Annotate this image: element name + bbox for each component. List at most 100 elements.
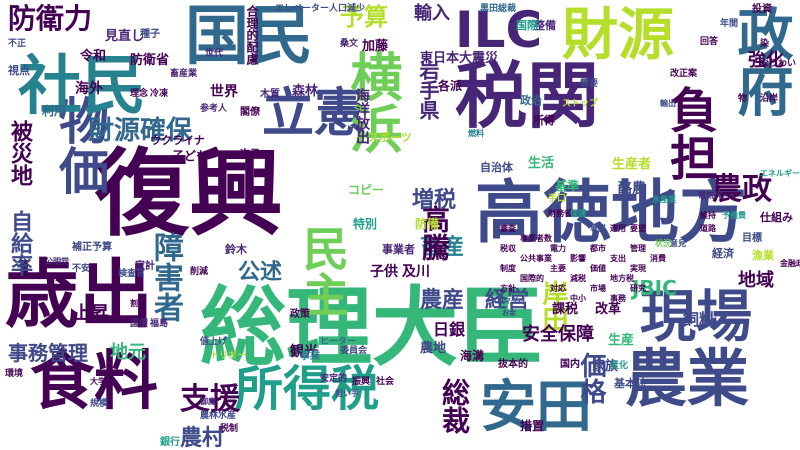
word: 保護 [570,209,586,218]
word: 都市 [590,244,606,253]
word: 農政 [712,172,772,207]
word: 道路 [700,224,716,233]
word: 不正 [8,39,27,49]
word: 国内 [560,359,580,370]
word: 国民 [185,0,313,74]
word: 減税 [570,274,586,283]
word: 農業 [625,342,750,415]
word: 子ども [172,149,209,163]
word: 強化 [748,50,784,71]
word: 補正予算 [72,242,112,253]
word: 需要 [580,79,599,89]
word: ILC [455,1,543,59]
word: 見直し [105,29,145,44]
word: 地方税 [610,274,634,283]
word: エレベーター人口減少 [275,4,366,14]
word: 電気代 [698,191,722,200]
word: 食料 [30,345,158,419]
word: 自給率 [7,210,32,276]
word: コピー [348,183,385,197]
word: 畜産 [420,235,465,260]
word: 岩手県 [416,60,440,120]
word: 支援 [180,382,240,417]
word: 支出 [610,254,626,263]
word: 適用 [610,224,626,233]
word: 令和 [80,49,107,64]
word: お金 [502,309,516,317]
word: 対応 [550,284,566,293]
word: ウクライナ [150,134,205,147]
word: 生産 [608,333,635,348]
word: 価値 [590,264,606,273]
word: 国債 [130,319,149,329]
word: 仕組み [760,211,793,224]
word: 政策 [290,309,310,320]
word: 税制 [220,424,239,434]
word: 不安 [72,264,91,274]
word: 水産業 [652,195,676,204]
word: 環境 [5,369,24,379]
word: 税関 [455,54,600,138]
word: 冷凍 [150,89,169,99]
word: 回答 [700,37,719,47]
word: 上昇 [73,303,109,324]
word: 被災地 [7,120,32,186]
word: 海洋放出 [354,88,370,144]
word: 目標 [742,233,762,244]
word: 農林水産 [200,411,237,421]
word: 漁業 [752,249,774,262]
word: 生産者 [612,157,652,172]
word: 福島 [150,319,169,329]
word: 政治 [520,94,542,107]
word: 物価 [51,95,109,195]
word: 割合 [130,299,146,308]
word: 担い手 [335,389,359,398]
word: 日銀 [433,320,466,339]
word: 加藤 [362,39,389,54]
word: 木質 [260,89,280,100]
word: 金融政策 [780,259,800,268]
word: 沿岸 [760,94,779,104]
word: 世界 [210,84,238,100]
word: 財源 [562,3,674,68]
word: 地域 [738,270,774,291]
word: 経営 [485,288,530,313]
word: 染 [760,39,770,49]
word: 抜本的 [498,359,528,370]
word: 審査 [500,224,516,233]
word: 管理 [630,244,646,253]
word: 手口 [548,194,567,204]
word: 森林 [292,84,319,99]
word: スポーツ [368,131,412,144]
word: 各派 [438,79,463,93]
word: 観光 [290,344,318,360]
word: 影響 [570,254,586,263]
word: 事務 [610,294,626,303]
word: 国際的 [520,274,544,283]
word: エネルギー [760,169,800,178]
word: 改正案 [670,69,698,79]
word: 維持 [700,211,716,220]
word: 防衛力 [8,2,93,35]
word: 価格 [576,352,606,404]
word: 種子 [140,29,160,40]
word: 次元 [240,149,260,160]
word: 所得 [533,114,555,127]
word: 横浜 [341,50,401,154]
word: 防衛省 [130,53,170,68]
word: 要望 [630,224,646,233]
word: 御魔 [200,397,216,406]
word: 家族 [592,359,619,374]
word: 総裁 [438,378,471,434]
word: 世代 [205,49,224,59]
word: 歳出 [5,252,153,338]
word: 政府 [728,5,793,117]
word: 利用 [42,104,67,118]
word: 変化 [610,361,629,371]
word: 民主 [296,225,350,317]
word: 東日本大震災 [420,51,499,66]
word: 海外 [75,81,103,97]
word: 投資 [752,4,772,15]
word: 事業者数 [520,234,552,243]
